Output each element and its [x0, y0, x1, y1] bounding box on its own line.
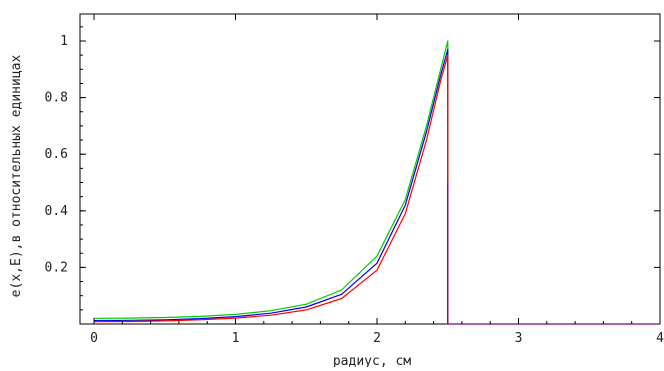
y-tick-label: 0.4 — [45, 204, 69, 219]
series-line-1 — [93, 40, 449, 319]
y-tick-label: 0.6 — [45, 147, 68, 162]
x-tick-label: 3 — [515, 331, 523, 346]
x-axis: 0 1 2 3 4 — [90, 14, 664, 346]
series-line-2 — [93, 48, 449, 324]
y-axis-label: e(x,E),в относительных единицах — [9, 55, 24, 298]
y-tick-label: 0.2 — [45, 260, 68, 275]
x-tick-label: 4 — [656, 331, 664, 346]
series-group — [93, 40, 660, 325]
x-axis-label: радиус, см — [333, 354, 411, 367]
x-tick-label: 0 — [90, 331, 98, 346]
y-tick-label: 0.8 — [45, 91, 68, 106]
y-tick-label: 1 — [60, 34, 68, 49]
x-tick-label: 2 — [373, 331, 381, 346]
plot-frame — [79, 13, 661, 325]
x-tick-label: 1 — [232, 331, 240, 346]
y-axis: 0.2 0.4 0.6 0.8 1 — [45, 26, 660, 311]
series-line-3 — [93, 54, 449, 324]
series-line-4 — [447, 182, 660, 325]
plot-area-border — [79, 13, 661, 325]
